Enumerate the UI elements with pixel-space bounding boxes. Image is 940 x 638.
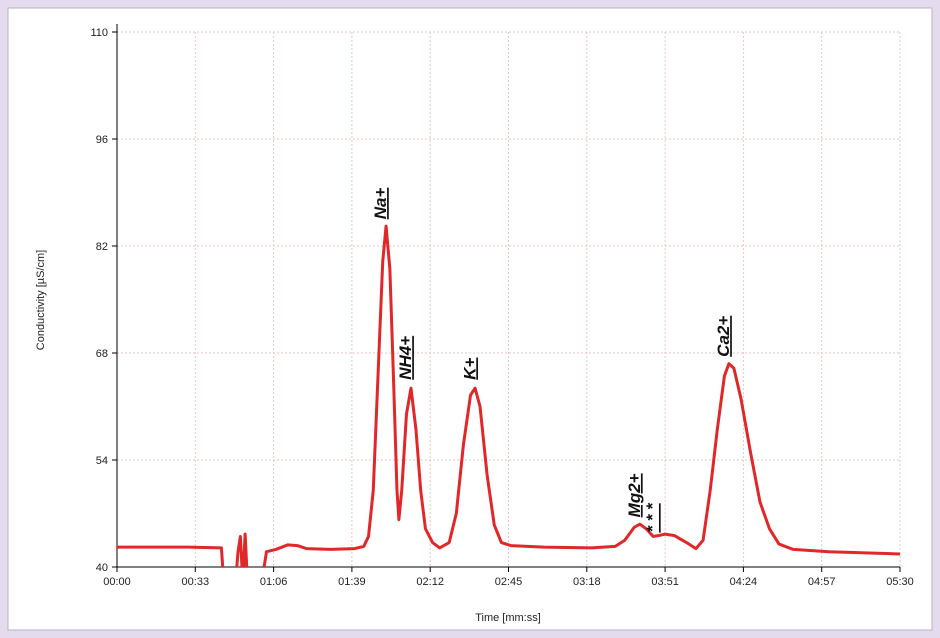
x-tick-label: 02:12 xyxy=(416,576,444,588)
x-tick-label: 02:45 xyxy=(495,576,523,588)
y-tick-label: 68 xyxy=(96,348,108,360)
peak-label: Ca2+ xyxy=(714,316,733,357)
y-axis-label: Conductivity [µS/cm] xyxy=(35,250,47,350)
peak-label: NH4+ xyxy=(396,336,415,380)
peak-label: K+ xyxy=(460,357,479,379)
peak-label: Mg2+ xyxy=(625,473,644,517)
x-axis-label: Time [mm:ss] xyxy=(475,612,541,624)
y-tick-label: 82 xyxy=(96,241,108,253)
y-tick-label: 54 xyxy=(96,455,108,467)
x-tick-label: 03:51 xyxy=(651,576,679,588)
x-tick-label: 00:00 xyxy=(103,576,131,588)
chart-panel xyxy=(7,7,933,631)
x-tick-label: 04:57 xyxy=(808,576,836,588)
x-tick-label: 00:33 xyxy=(182,576,210,588)
x-tick-label: 01:39 xyxy=(338,576,366,588)
data-line xyxy=(117,224,900,567)
x-tick-label: 03:18 xyxy=(573,576,601,588)
x-tick-label: 01:06 xyxy=(260,576,288,588)
y-tick-label: 40 xyxy=(96,562,108,574)
x-tick-label: 05:30 xyxy=(886,576,914,588)
peak-label: Na+ xyxy=(371,188,390,220)
y-tick-label: 96 xyxy=(96,134,108,146)
x-tick-label: 04:24 xyxy=(730,576,758,588)
y-tick-label: 110 xyxy=(90,27,108,39)
peak-label: * * * xyxy=(643,502,662,533)
